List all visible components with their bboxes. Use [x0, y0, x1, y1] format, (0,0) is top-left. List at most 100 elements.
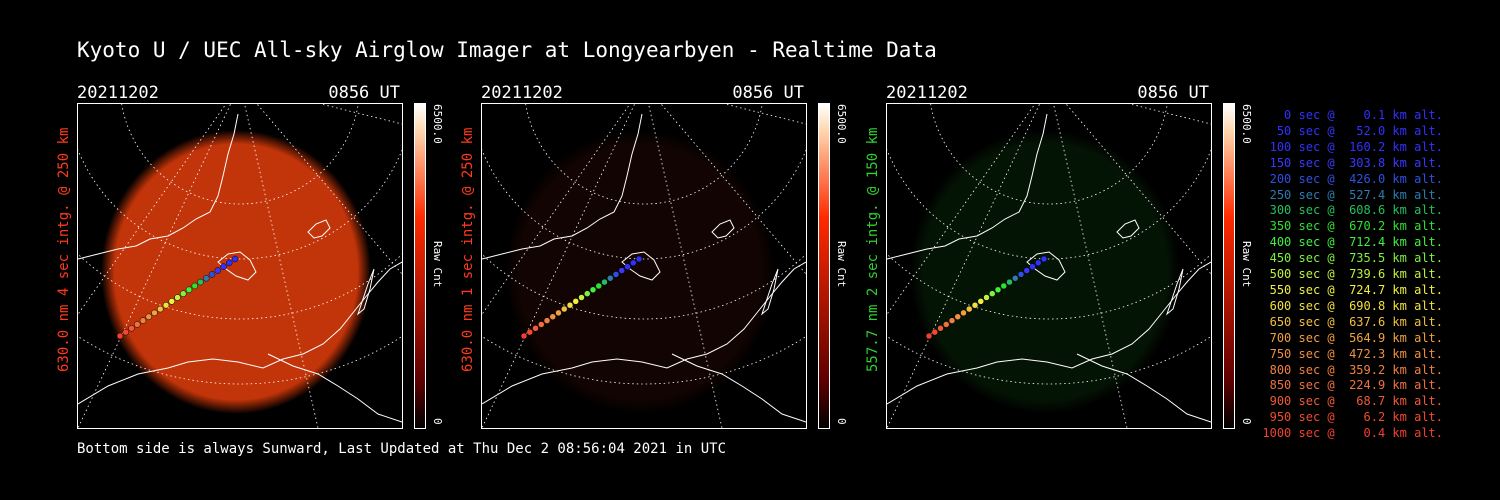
panel-3-date: 20211202	[886, 83, 968, 103]
trajectory-point	[555, 309, 562, 317]
trajectory-point	[549, 313, 556, 320]
trajectory-point	[526, 328, 533, 336]
trajectory-point	[635, 255, 643, 263]
trajectory-point	[578, 294, 585, 301]
trajectory-point	[966, 305, 973, 313]
trajectory-point	[618, 267, 625, 274]
trajectory-point	[151, 309, 158, 317]
legend-entry: 750 sec @ 472.3 km alt.	[1262, 346, 1443, 361]
trajectory-point	[589, 286, 597, 294]
trajectory-point	[1000, 282, 1007, 290]
legend-entry: 700 sec @ 564.9 km alt.	[1262, 330, 1443, 345]
page-title: Kyoto U / UEC All-sky Airglow Imager at …	[77, 38, 937, 62]
legend-entry: 950 sec @ 6.2 km alt.	[1262, 410, 1443, 425]
legend-entry: 600 sec @ 690.8 km alt.	[1262, 298, 1443, 313]
panel-3-image	[886, 103, 1212, 429]
trajectory-point	[145, 313, 152, 320]
panel-2-cbar-min: 0	[835, 418, 848, 425]
panel-2-colorbar	[818, 103, 830, 429]
trajectory-point	[943, 321, 950, 328]
trajectory-point	[532, 325, 539, 332]
trajectory-point	[584, 290, 591, 297]
trajectory-point	[925, 332, 933, 340]
trajectory-point	[595, 282, 602, 290]
legend-entry: 0 sec @ 0.1 km alt.	[1262, 108, 1443, 122]
panel-3-cbar-max: 6500.0	[1240, 104, 1253, 144]
trajectory-point	[162, 301, 170, 309]
trajectory-point	[989, 290, 996, 297]
trajectory-point	[134, 321, 141, 328]
legend-entry: 1000 sec @ 0.4 km alt.	[1262, 426, 1443, 441]
legend-entry: 50 sec @ 52.0 km alt.	[1262, 123, 1443, 138]
trajectory-point	[185, 286, 193, 294]
trajectory-point	[630, 259, 637, 267]
trajectory-point	[543, 317, 551, 324]
trajectory-point	[180, 290, 187, 297]
trajectory-point	[128, 325, 135, 332]
trajectory-point	[197, 278, 204, 286]
trajectory-point	[231, 255, 239, 263]
trajectory-point	[931, 328, 938, 336]
panel-3-colorbar	[1223, 103, 1235, 429]
trajectory-point	[607, 275, 614, 282]
trajectory-point	[960, 309, 967, 317]
trajectory-point	[1035, 259, 1042, 267]
trajectory-point	[208, 271, 216, 278]
panel-1-time: 0856 UT	[328, 83, 400, 103]
panel-2-time: 0856 UT	[732, 83, 804, 103]
legend-entry: 550 sec @ 724.7 km alt.	[1262, 282, 1443, 297]
legend-entry: 400 sec @ 712.4 km alt.	[1262, 235, 1443, 250]
legend-entry: 200 sec @ 426.0 km alt.	[1262, 171, 1443, 186]
panel-1-cbar-unit: Raw Cnt	[431, 241, 444, 288]
legend-entry: 100 sec @ 160.2 km alt.	[1262, 139, 1443, 154]
panel-3-ylabel: 557.7 nm 2 sec intg. @ 150 km	[865, 127, 881, 372]
trajectory-point	[174, 294, 181, 301]
trajectory-point	[977, 298, 984, 305]
trajectory-point	[203, 275, 210, 282]
trajectory-point	[214, 267, 221, 274]
panel-2-date: 20211202	[481, 83, 563, 103]
panel-3-cbar-min: 0	[1240, 418, 1253, 425]
trajectory-point	[612, 271, 620, 278]
trajectory-legend: 0 sec @ 0.1 km alt. 50 sec @ 52.0 km alt…	[1258, 108, 1443, 442]
panel-2-ylabel: 630.0 nm 1 sec intg. @ 250 km	[460, 127, 476, 372]
trajectory-point	[538, 321, 545, 328]
panel-1-cbar-max: 6500.0	[431, 104, 444, 144]
trajectory-point	[994, 286, 1002, 294]
panel-3-time: 0856 UT	[1137, 83, 1209, 103]
trajectory-point	[1006, 278, 1013, 286]
trajectory-point	[566, 301, 574, 309]
panel-1-cbar-min: 0	[431, 418, 444, 425]
trajectory-point	[937, 325, 944, 332]
footer-note: Bottom side is always Sunward, Last Upda…	[77, 441, 727, 457]
trajectory-point	[971, 301, 979, 309]
trajectory-point	[122, 328, 129, 336]
legend-entry: 800 sec @ 359.2 km alt.	[1262, 362, 1443, 377]
legend-entry: 300 sec @ 608.6 km alt.	[1262, 203, 1443, 218]
trajectory-point	[624, 263, 631, 270]
trajectory-point	[601, 278, 608, 286]
panel-2-image	[481, 103, 807, 429]
legend-entry: 850 sec @ 224.9 km alt.	[1262, 378, 1443, 393]
legend-entry: 250 sec @ 527.4 km alt.	[1262, 187, 1443, 202]
trajectory-point	[220, 263, 227, 270]
trajectory-point	[1017, 271, 1025, 278]
trajectory-point	[561, 305, 568, 313]
trajectory-point	[157, 305, 164, 313]
panel-2-map	[482, 104, 806, 428]
panel-3-map	[887, 104, 1211, 428]
panel-1-date: 20211202	[77, 83, 159, 103]
trajectory-point	[572, 298, 579, 305]
panel-1-ylabel: 630.0 nm 4 sec intg. @ 250 km	[56, 127, 72, 372]
trajectory-point	[116, 332, 124, 340]
legend-entry: 650 sec @ 637.6 km alt.	[1262, 314, 1443, 329]
legend-entry: 150 sec @ 303.8 km alt.	[1262, 155, 1443, 170]
legend-entry: 900 sec @ 68.7 km alt.	[1262, 394, 1443, 409]
trajectory-point	[948, 317, 956, 324]
trajectory-point	[139, 317, 147, 324]
trajectory-point	[1040, 255, 1048, 263]
trajectory-point	[954, 313, 961, 320]
legend-entry: 350 sec @ 670.2 km alt.	[1262, 219, 1443, 234]
trajectory-point	[226, 259, 233, 267]
trajectory-point	[983, 294, 990, 301]
